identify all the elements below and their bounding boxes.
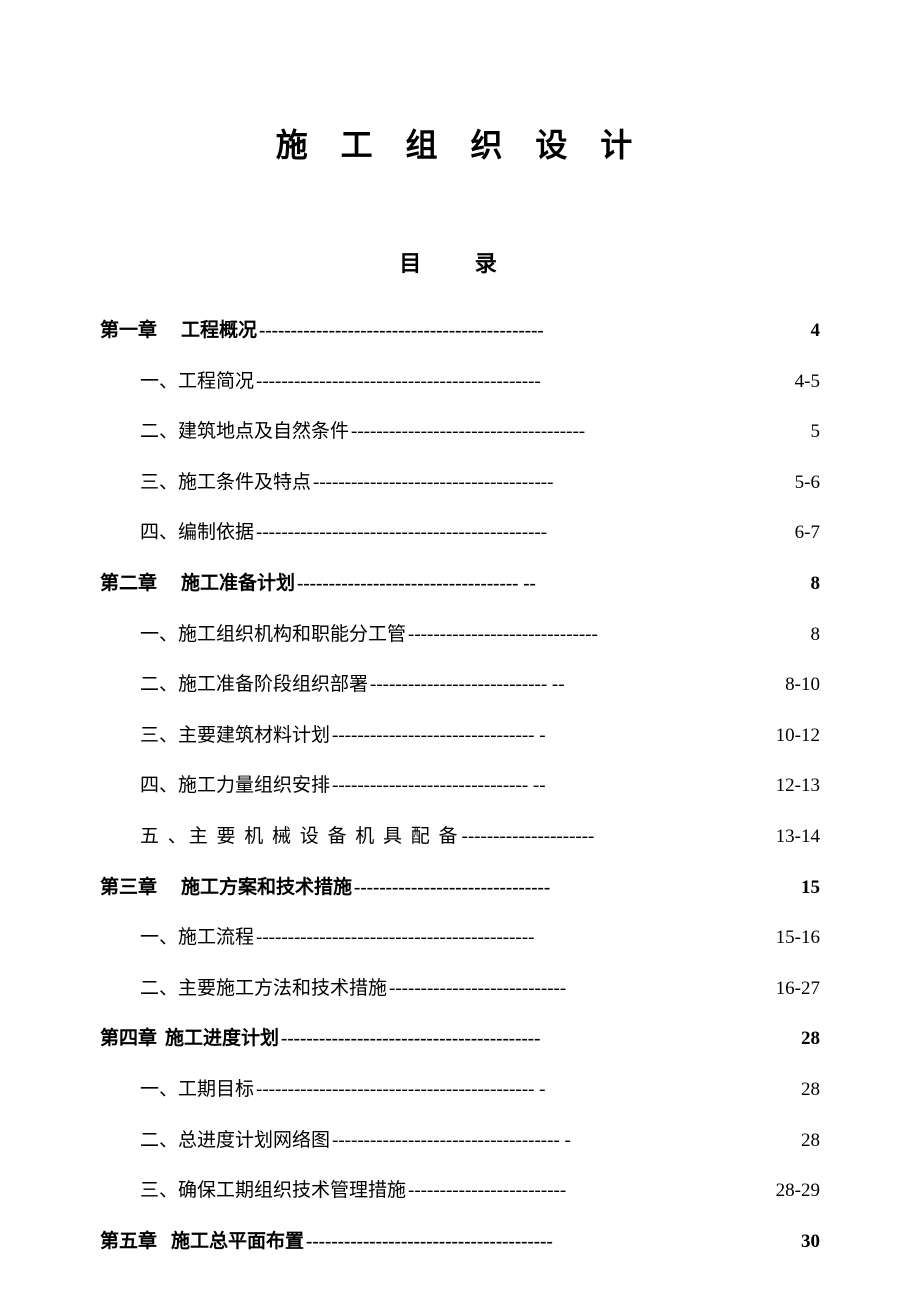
toc-leader: ----------------------------------- -- [295,571,810,598]
toc-section-entry: 四、编制依据----------------------------------… [100,520,820,547]
toc-leader: ----------------------------------------… [279,1026,801,1053]
toc-page-number: 28 [801,1128,820,1155]
toc-entry-label: 一、施工流程 [140,925,254,952]
toc-leader: --------------------- [460,824,776,851]
toc-page-number: 28-29 [776,1178,820,1205]
toc-section-entry: 四、施工力量组织安排------------------------------… [100,773,820,800]
toc-section-entry: 三、施工条件及特点 ------------------------------… [100,470,820,497]
toc-entry-label: 第三章施工方案和技术措施 [100,875,352,902]
toc-page-number: 28 [801,1077,820,1104]
toc-section-entry: 二、主要施工方法和技术措施---------------------------… [100,976,820,1003]
toc-leader: ------------------------------ [406,622,810,649]
toc-page-number: 16-27 [776,976,820,1003]
toc-leader: ----------------------------------------… [254,369,795,396]
toc-entry-label: 一、施工组织机构和职能分工管 [140,622,406,649]
toc-container: 第一章工程概况---------------------------------… [100,318,820,1255]
toc-entry-label: 四、编制依据 [140,520,254,547]
main-title: 施 工 组 织 设 计 [100,120,820,166]
toc-entry-label: 三、施工条件及特点 [140,470,311,497]
toc-page-number: 8-10 [785,672,820,699]
toc-section-entry: 三、主要建筑材料计划------------------------------… [100,723,820,750]
toc-chapter-entry: 第一章工程概况---------------------------------… [100,318,820,345]
toc-chapter-entry: 第五章施工总平面布置------------------------------… [100,1229,820,1256]
toc-leader: --------------------------------------- [304,1229,801,1256]
toc-page-number: 5-6 [795,470,820,497]
toc-page-number: 5 [811,419,821,446]
toc-leader: ------------------------------------ - [330,1128,801,1155]
toc-chapter-entry: 第三章施工方案和技术措施----------------------------… [100,875,820,902]
toc-leader: -------------------------------- - [330,723,776,750]
toc-entry-label: 第五章施工总平面布置 [100,1229,304,1256]
toc-section-entry: 二、建筑地点及自然条件-----------------------------… [100,419,820,446]
toc-leader: ----------------------------------------… [254,925,776,952]
toc-entry-label: 第一章工程概况 [100,318,257,345]
toc-leader: ----------------------------------------… [254,1077,801,1104]
toc-leader: ------------------------------- -- [330,773,776,800]
toc-heading: 目 录 [100,246,820,278]
toc-section-entry: 一、工期目标----------------------------------… [100,1077,820,1104]
toc-section-entry: 五 、主 要 机 械 设 备 机 具 配 备 -----------------… [100,824,820,851]
toc-page-number: 30 [801,1229,820,1256]
toc-section-entry: 一、施工流程----------------------------------… [100,925,820,952]
toc-chapter-entry: 第四章施工进度计划-------------------------------… [100,1026,820,1053]
toc-section-entry: 一、施工组织机构和职能分工管--------------------------… [100,622,820,649]
toc-page-number: 12-13 [776,773,820,800]
toc-page-number: 8 [811,571,821,598]
toc-section-entry: 一、工程简况----------------------------------… [100,369,820,396]
toc-leader: ---------------------------- [387,976,776,1003]
toc-leader: ---------------------------- -- [368,672,785,699]
toc-leader: ------------------------------- [352,875,801,902]
toc-leader: ------------------------- [406,1178,776,1205]
toc-page-number: 15-16 [776,925,820,952]
toc-page-number: 10-12 [776,723,820,750]
toc-section-entry: 三、确保工期组织技术管理措施------------------------- … [100,1178,820,1205]
toc-section-entry: 二、总进度计划网络图------------------------------… [100,1128,820,1155]
toc-entry-label: 二、建筑地点及自然条件 [140,419,349,446]
toc-entry-label: 三、主要建筑材料计划 [140,723,330,750]
toc-page-number: 15 [801,875,820,902]
toc-page-number: 6-7 [795,520,820,547]
toc-entry-label: 五 、主 要 机 械 设 备 机 具 配 备 [140,824,460,851]
toc-leader: ----------------------------------------… [254,520,795,547]
toc-entry-label: 二、总进度计划网络图 [140,1128,330,1155]
toc-leader: ----------------------------------------… [257,318,810,345]
toc-chapter-entry: 第二章施工准备计划-------------------------------… [100,571,820,598]
toc-entry-label: 三、确保工期组织技术管理措施 [140,1178,406,1205]
toc-entry-label: 二、施工准备阶段组织部署 [140,672,368,699]
toc-page-number: 13-14 [776,824,820,851]
toc-page-number: 8 [811,622,821,649]
toc-entry-label: 第四章施工进度计划 [100,1026,279,1053]
toc-page-number: 4-5 [795,369,820,396]
toc-page-number: 28 [801,1026,820,1053]
toc-leader: ------------------------------------- [349,419,810,446]
toc-entry-label: 一、工期目标 [140,1077,254,1104]
toc-leader: -------------------------------------- [311,470,795,497]
toc-entry-label: 一、工程简况 [140,369,254,396]
toc-entry-label: 四、施工力量组织安排 [140,773,330,800]
toc-page-number: 4 [811,318,821,345]
toc-entry-label: 二、主要施工方法和技术措施 [140,976,387,1003]
toc-section-entry: 二、施工准备阶段组织部署----------------------------… [100,672,820,699]
toc-entry-label: 第二章施工准备计划 [100,571,295,598]
